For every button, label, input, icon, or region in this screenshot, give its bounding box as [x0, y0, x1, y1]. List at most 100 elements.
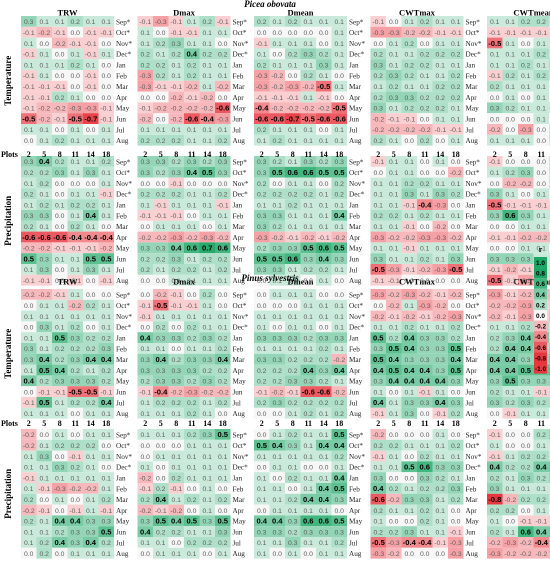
- cell-value-label: -0.2: [201, 106, 213, 113]
- heatmap-cell: [285, 429, 301, 440]
- heatmap-cell: [432, 199, 448, 210]
- heatmap-cell: [285, 177, 301, 189]
- cell-value-label: 0.3: [451, 379, 461, 386]
- cell-value-label: 0.1: [374, 202, 384, 209]
- heatmap-cell: [269, 515, 285, 527]
- heatmap-cell: [370, 26, 386, 38]
- cell-value-label: 0.0: [304, 551, 314, 558]
- heatmap-cell: [417, 124, 433, 135]
- cell-value-label: 0.0: [335, 292, 345, 299]
- heatmap-cell: [401, 429, 417, 440]
- cell-value-label: 0.1: [40, 192, 50, 199]
- cell-value-label: 0.1: [218, 551, 228, 558]
- heatmap-cell: [487, 48, 503, 60]
- cell-value-label: 0.2: [319, 357, 329, 364]
- heatmap-cell: [370, 70, 386, 81]
- month-label: Sep*: [466, 158, 481, 166]
- heatmap-cell: [533, 537, 549, 548]
- heatmap-cell: [21, 124, 37, 135]
- month-label: Aug: [233, 137, 246, 145]
- heatmap-cell: [432, 537, 448, 548]
- heatmap-cell: [254, 429, 270, 440]
- heatmap-cell: [153, 504, 169, 516]
- cell-value-label: 0.3: [156, 246, 166, 253]
- heatmap-cell: [432, 220, 448, 232]
- cell-value-label: 0.1: [537, 106, 547, 113]
- cell-value-label: 0.1: [40, 138, 50, 145]
- cell-value-label: 0.1: [420, 246, 430, 253]
- cell-value-label: -0.1: [100, 30, 112, 37]
- cell-value-label: 0.1: [451, 62, 461, 69]
- heatmap-cell: [417, 134, 433, 146]
- month-label: Jun: [466, 389, 476, 397]
- cell-value-label: -0.1: [139, 486, 151, 493]
- cell-value-label: 0.0: [40, 432, 50, 439]
- heatmap-cell: [331, 526, 347, 537]
- heatmap-cell: [432, 461, 448, 473]
- heatmap-cell: [254, 156, 270, 167]
- cell-value-label: 0.0: [537, 181, 547, 188]
- heatmap-cell: [285, 48, 301, 60]
- cell-value-label: 0.1: [506, 389, 516, 396]
- cell-value-label: -0.1: [287, 235, 299, 242]
- heatmap-cell: [137, 188, 153, 200]
- cell-value-label: 0.1: [490, 138, 500, 145]
- heatmap-cell: [98, 547, 114, 559]
- cell-value-label: -0.1: [520, 519, 532, 526]
- heatmap-cell: [386, 289, 402, 300]
- heatmap-cell: [386, 253, 402, 264]
- heatmap-cell: [199, 274, 215, 286]
- cell-value-label: -0.1: [23, 106, 35, 113]
- cell-value-label: 0.2: [187, 325, 197, 332]
- month-label: May: [233, 378, 247, 386]
- heatmap-cell: [153, 461, 169, 473]
- heatmap-cell: [386, 274, 402, 286]
- cell-value-label: 0.1: [436, 19, 446, 26]
- cell-value-label: -0.2: [100, 246, 112, 253]
- cell-value-label: 0.0: [420, 41, 430, 48]
- plot-number-label: 2: [260, 419, 264, 428]
- heatmap-cell: [518, 472, 534, 483]
- heatmap-cell: [401, 220, 417, 232]
- heatmap-cell: [215, 48, 231, 60]
- month-label: Mar: [466, 496, 479, 504]
- climate-var-label-temperature: Temperature: [3, 56, 13, 106]
- cell-value-label: 0.1: [203, 411, 213, 418]
- cell-value-label: 0.0: [420, 159, 430, 166]
- cell-value-label: 0.2: [335, 192, 345, 199]
- cell-value-label: -0.5: [22, 114, 36, 123]
- cell-value-label: 0.0: [405, 138, 415, 145]
- heatmap-cell: [199, 177, 215, 189]
- heatmap-cell: [168, 210, 184, 221]
- heatmap-cell: [285, 80, 301, 92]
- cell-value-label: 0.1: [203, 475, 213, 482]
- heatmap-cell: [401, 37, 417, 49]
- cell-value-label: 0.2: [187, 73, 197, 80]
- cell-value-label: 0.1: [172, 73, 182, 80]
- heatmap-cell: [21, 472, 37, 483]
- heatmap-cell: [168, 429, 184, 440]
- heatmap-cell: [316, 274, 332, 286]
- cell-value-label: 0.1: [218, 73, 228, 80]
- cell-value-label: 0.1: [451, 19, 461, 26]
- heatmap-cell: [254, 91, 270, 103]
- cell-value-label: 0.1: [203, 138, 213, 145]
- cell-value-label: 0.2: [86, 443, 96, 450]
- heatmap-cell: [153, 364, 169, 376]
- heatmap-cell: [316, 450, 332, 462]
- month-label: Jun: [233, 389, 243, 397]
- heatmap-cell: [36, 429, 52, 440]
- cell-value-label: 0.1: [55, 411, 65, 418]
- cell-value-label: 0.3: [420, 335, 430, 342]
- heatmap-cell: [487, 483, 503, 494]
- cell-value-label: 0.2: [172, 475, 182, 482]
- cell-value-label: 0.3: [420, 357, 430, 364]
- month-label: May: [466, 518, 480, 526]
- heatmap-cell: [417, 353, 433, 365]
- cell-value-label: -0.4: [535, 538, 549, 547]
- param-header-dmean: Dmean: [288, 277, 314, 287]
- cell-value-label: 0.2: [420, 256, 430, 263]
- cell-value-label: 0.2: [187, 267, 197, 274]
- cell-value-label: 0.0: [335, 95, 345, 102]
- heatmap-cell: [331, 26, 347, 38]
